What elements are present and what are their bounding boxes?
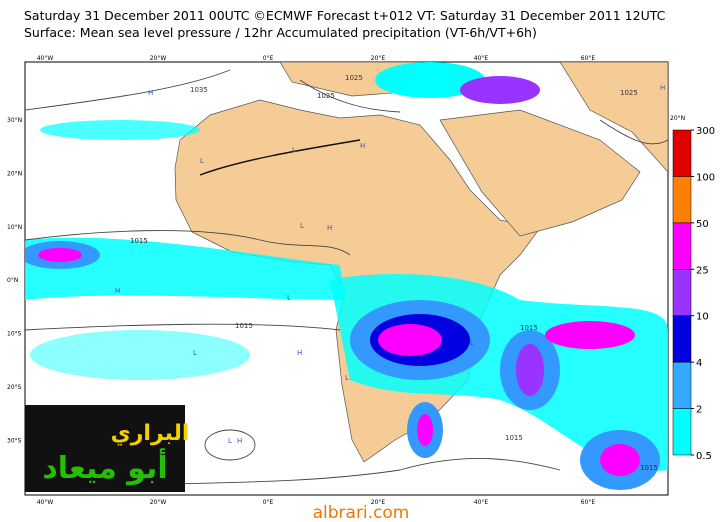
isobar-label: 1015 xyxy=(640,464,658,472)
pressure-center: L xyxy=(345,374,349,382)
pressure-center: L xyxy=(470,339,474,347)
watermark-line-2: أبو ميعاد xyxy=(42,448,167,486)
title-line-2: Surface: Mean sea level pressure / 12hr … xyxy=(24,25,537,40)
isobar-label: 1015 xyxy=(235,322,253,330)
colorbar-band xyxy=(672,222,692,270)
colorbar-label: 50 xyxy=(696,219,709,230)
title-line-1: Saturday 31 December 2011 00UTC ©ECMWF F… xyxy=(24,8,666,23)
pressure-center: H xyxy=(327,224,332,232)
pressure-center: L xyxy=(228,437,232,445)
colorbar-label: 4 xyxy=(696,358,702,369)
lon-label-top: 20°W xyxy=(150,55,167,62)
pressure-center: H xyxy=(297,349,302,357)
pressure-center: L xyxy=(300,222,304,230)
lon-label-bottom: 40°E xyxy=(474,499,489,506)
pressure-center: L xyxy=(193,349,197,357)
colorbar-label: 25 xyxy=(696,265,709,276)
isobar-label: 1015 xyxy=(505,434,523,442)
lat-label: 20°N xyxy=(7,170,22,177)
colorbar-band xyxy=(672,361,692,409)
pressure-center: L xyxy=(200,157,204,165)
pressure-center: H xyxy=(115,287,120,295)
colorbar-band xyxy=(672,129,692,177)
lon-label-bottom: 40°W xyxy=(37,499,54,506)
map-body xyxy=(25,62,668,491)
lat-label: 20°S xyxy=(7,384,22,391)
pressure-center: H xyxy=(148,89,153,97)
colorbar-band xyxy=(672,315,692,363)
isobar-label: 1025 xyxy=(620,89,638,97)
lon-label-bottom: 20°E xyxy=(371,499,386,506)
colorbar-band xyxy=(672,408,692,456)
lon-label-top: 40°W xyxy=(37,55,54,62)
colorbar-label: 100 xyxy=(696,172,715,183)
colorbar-label: 2 xyxy=(696,405,702,416)
pressure-center: L xyxy=(292,146,296,154)
lat-label: 10°S xyxy=(7,331,22,338)
lon-label-bottom: 0°E xyxy=(263,499,274,506)
lat-label: 10°N xyxy=(7,224,22,231)
pressure-center: H xyxy=(360,142,365,150)
pressure-center: H xyxy=(660,84,665,92)
watermark-box xyxy=(25,405,185,492)
isobar-label: 1025 xyxy=(317,92,335,100)
lon-label-bottom: 60°E xyxy=(581,499,596,506)
precipitation xyxy=(25,62,668,490)
lon-label-top: 60°E xyxy=(581,55,596,62)
colorbar-band xyxy=(672,269,692,316)
lon-label-bottom: 20°W xyxy=(150,499,167,506)
isobar-label: 1015 xyxy=(520,324,538,332)
colorbar-label: 0.5 xyxy=(696,451,712,462)
isobar-label: 1025 xyxy=(345,74,363,82)
lat-label: 0°N xyxy=(7,277,18,284)
colorbar-band xyxy=(672,176,692,224)
lon-label-top: 40°E xyxy=(474,55,489,62)
lat-label-right: 20°N xyxy=(670,115,685,122)
lon-label-top: 0°E xyxy=(263,55,274,62)
isobar-label: 1035 xyxy=(190,86,208,94)
colorbar-label: 300 xyxy=(696,126,715,137)
pressure-center: H xyxy=(237,437,242,445)
colorbar-label: 10 xyxy=(696,312,709,323)
map-labels: 40°W 40°W 20°W 20°W 0°E 0°E 20°E 20°E 40°E 40°E 60… xyxy=(7,55,715,506)
lat-label: 30°S xyxy=(7,437,22,444)
lat-label: 30°N xyxy=(7,117,22,124)
watermark-line-1: البراري xyxy=(111,421,190,446)
footer-site: albrari.com xyxy=(313,503,410,522)
pressure-center: L xyxy=(287,294,291,302)
isobar-label: 1015 xyxy=(130,237,148,245)
lon-label-top: 20°E xyxy=(371,55,386,62)
